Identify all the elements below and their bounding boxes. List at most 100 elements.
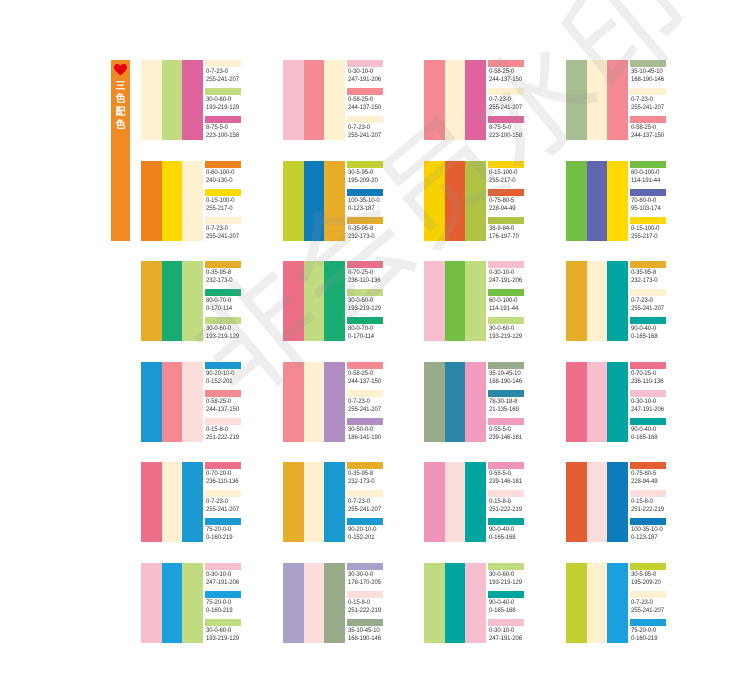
color-chip: [630, 390, 666, 397]
color-bar: [566, 462, 587, 542]
color-chip: [205, 563, 241, 570]
rgb-code: 0-160-219: [206, 534, 233, 541]
color-bar: [465, 261, 487, 341]
rgb-code: 0-123-187: [348, 205, 375, 212]
cmyk-code: 0-30-10-0: [489, 628, 515, 634]
rgb-code: 232-173-0: [206, 277, 233, 284]
color-chip: [488, 591, 524, 598]
color-bar: [303, 563, 325, 643]
swatch-bars: [141, 362, 204, 442]
color-bar: [607, 261, 629, 341]
cmyk-code: 0-15-8-0: [489, 499, 511, 505]
rgb-code: 176-197-70: [489, 233, 519, 240]
color-bar: [182, 161, 204, 241]
cmyk-code: 0-7-23-0: [631, 97, 653, 103]
swatch-codes: 0-70-25-0 236-110-136 30-0-60-0 193-219-129…: [347, 261, 383, 341]
color-chip: [630, 591, 666, 598]
color-swatch: 35-10-45-10 168-190-146 0-7-23-0 255-241-20…: [566, 60, 666, 140]
color-swatch: 90-20-10-0 0-152-201 0-58-25-0 244-137-150 0…: [141, 362, 241, 442]
rgb-code: 251-222-219: [489, 506, 522, 513]
rgb-code: 244-137-150: [348, 378, 381, 385]
cmyk-code: 75-20-0-0: [631, 628, 657, 634]
cmyk-code: 90-20-10-0: [348, 527, 377, 533]
color-bar: [303, 261, 325, 341]
color-chip: [630, 261, 666, 268]
color-swatch: 0-70-20-0 236-110-136 0-7-23-0 255-241-207 7…: [141, 462, 241, 542]
color-swatch: 0-35-95-8 232-173-0 0-7-23-0 255-241-207 90-…: [566, 261, 666, 341]
color-bar: [283, 161, 304, 241]
swatch-codes: 0-58-25-0 244-137-150 0-7-23-0 255-241-207 8…: [488, 60, 524, 140]
rgb-code: 255-241-207: [348, 132, 381, 139]
color-chip: [347, 490, 383, 497]
rgb-code: 168-190-146: [631, 76, 664, 83]
cmyk-code: 30-0-60-0: [489, 572, 515, 578]
cmyk-code: 0-7-23-0: [206, 499, 228, 505]
cmyk-code: 30-0-60-0: [489, 326, 515, 332]
rgb-code: 255-217-0: [489, 177, 516, 184]
rgb-code: 255-241-207: [348, 506, 381, 513]
swatch-codes: 0-75-80-5 228-94-49 0-15-8-0 251-222-219 100…: [630, 462, 666, 542]
cmyk-code: 0-15-100-0: [489, 170, 518, 176]
color-bar: [424, 563, 445, 643]
color-swatch: 30-30-0-0 178-170-205 0-15-8-0 251-222-219 3…: [283, 563, 383, 643]
color-bar: [424, 161, 445, 241]
cmyk-code: 0-75-80-5: [489, 198, 515, 204]
color-chip: [205, 591, 241, 598]
rgb-code: 228-94-49: [631, 478, 658, 485]
cmyk-code: 35-10-45-10: [631, 69, 663, 75]
color-bar: [161, 161, 183, 241]
color-bar: [141, 161, 162, 241]
color-bar: [182, 462, 204, 542]
swatch-bars: [283, 462, 346, 542]
color-swatch: 0-30-10-0 247-191-206 75-20-0-0 0-160-219 30…: [141, 563, 241, 643]
rgb-code: 255-241-207: [348, 406, 381, 413]
swatch-codes: 0-35-95-8 232-173-0 0-7-23-0 255-241-207 90-…: [630, 261, 666, 341]
color-swatch: 0-7-23-0 255-241-207 30-0-60-0 193-219-129 8…: [141, 60, 241, 140]
rgb-code: 0-165-168: [631, 434, 658, 441]
color-bar: [424, 261, 445, 341]
cmyk-code: 90-0-40-0: [631, 427, 657, 433]
swatch-bars: [141, 462, 204, 542]
color-bar: [444, 362, 466, 442]
rgb-code: 247-191-206: [206, 579, 239, 586]
rgb-code: 255-241-207: [206, 76, 239, 83]
rgb-code: 228-94-49: [489, 205, 516, 212]
color-chip: [347, 418, 383, 425]
color-bar: [424, 60, 445, 140]
swatch-codes: 0-30-10-0 247-191-206 60-0-100-0 114-191-44…: [488, 261, 524, 341]
color-bar: [182, 563, 204, 643]
rgb-code: 247-191-206: [348, 76, 381, 83]
color-chip: [205, 317, 241, 324]
cmyk-code: 0-7-23-0: [631, 298, 653, 304]
color-chip: [488, 189, 524, 196]
color-chip: [488, 88, 524, 95]
cmyk-code: 30-0-60-0: [206, 326, 232, 332]
cmyk-code: 0-58-25-0: [348, 371, 374, 377]
swatch-codes: 0-15-100-0 255-217-0 0-75-80-5 228-94-49 38-…: [488, 161, 524, 241]
swatch-bars: [141, 60, 204, 140]
color-chip: [630, 462, 666, 469]
rgb-code: 247-191-206: [631, 406, 664, 413]
rgb-code: 244-137-150: [631, 132, 664, 139]
rgb-code: 236-110-136: [206, 478, 239, 485]
color-bar: [444, 60, 466, 140]
rgb-code: 193-219-129: [489, 579, 522, 586]
color-bar: [303, 60, 325, 140]
color-chip: [630, 317, 666, 324]
color-chip: [347, 161, 383, 168]
color-bar: [444, 161, 466, 241]
color-bar: [444, 563, 466, 643]
color-bar: [324, 60, 346, 140]
swatch-bars: [283, 563, 346, 643]
cmyk-code: 70-60-0-0: [631, 198, 657, 204]
color-bar: [607, 362, 629, 442]
rgb-code: 239-146-181: [489, 434, 522, 441]
swatch-bars: [283, 60, 346, 140]
color-chip: [630, 88, 666, 95]
cmyk-code: 0-15-8-0: [631, 499, 653, 505]
cmyk-code: 60-0-100-0: [489, 298, 518, 304]
cmyk-code: 30-0-60-0: [206, 97, 232, 103]
color-chip: [205, 217, 241, 224]
color-chip: [630, 490, 666, 497]
cmyk-code: 0-58-25-0: [631, 125, 657, 131]
